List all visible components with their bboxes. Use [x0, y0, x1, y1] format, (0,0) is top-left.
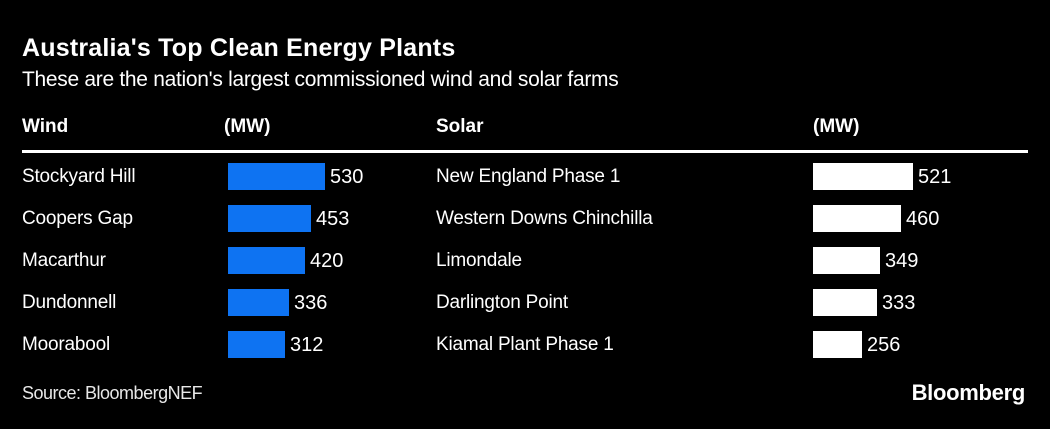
chart-row: Macarthur 420 [22, 240, 422, 282]
header-divider-line [22, 150, 1028, 153]
bloomberg-logo: Bloomberg [911, 380, 1026, 405]
solar-bar [813, 205, 901, 232]
solar-bar [813, 331, 862, 358]
solar-bar [813, 163, 913, 190]
column-header-solar-unit: (MW) [813, 116, 860, 137]
column-header-solar: Solar [436, 116, 484, 137]
bar-value: 349 [885, 250, 919, 272]
plant-name: Stockyard Hill [22, 166, 136, 187]
wind-bar [228, 163, 325, 190]
chart-row: Moorabool 312 [22, 324, 422, 366]
chart-row: Western Downs Chinchilla 460 [436, 198, 1036, 240]
bar-value: 256 [867, 334, 901, 356]
plant-name: Kiamal Plant Phase 1 [436, 334, 614, 355]
plant-name: Limondale [436, 250, 522, 271]
chart-row: Stockyard Hill 530 [22, 156, 422, 198]
bar-value: 530 [330, 166, 364, 188]
column-header-wind: Wind [22, 116, 69, 137]
solar-bar [813, 289, 877, 316]
plant-name: New England Phase 1 [436, 166, 621, 187]
solar-bar [813, 247, 880, 274]
plant-name: Darlington Point [436, 292, 568, 313]
chart-row: New England Phase 1 521 [436, 156, 1036, 198]
column-header-wind-unit: (MW) [224, 116, 271, 137]
plant-name: Coopers Gap [22, 208, 133, 229]
chart-title: Australia's Top Clean Energy Plants [22, 34, 456, 62]
chart-row: Kiamal Plant Phase 1 256 [436, 324, 1036, 366]
plant-name: Moorabool [22, 334, 110, 355]
bar-value: 312 [290, 334, 324, 356]
source-label: Source: BloombergNEF [22, 383, 203, 403]
plant-name: Macarthur [22, 250, 106, 271]
bar-value: 333 [882, 292, 916, 314]
chart-subtitle: These are the nation's largest commissio… [22, 68, 619, 91]
bar-value: 420 [310, 250, 344, 272]
solar-bar-column: New England Phase 1 521 Western Downs Chin… [436, 156, 1036, 366]
chart-row: Coopers Gap 453 [22, 198, 422, 240]
bar-value: 460 [906, 208, 940, 230]
chart-row: Dundonnell 336 [22, 282, 422, 324]
bar-value: 336 [294, 292, 328, 314]
chart-row: Darlington Point 333 [436, 282, 1036, 324]
wind-bar [228, 289, 289, 316]
bar-value: 453 [316, 208, 350, 230]
chart-row: Limondale 349 [436, 240, 1036, 282]
wind-bar-column: Stockyard Hill 530 Coopers Gap 453 Macarthur… [22, 156, 422, 366]
plant-name: Dundonnell [22, 292, 117, 313]
wind-bar [228, 331, 285, 358]
wind-bar [228, 247, 305, 274]
plant-name: Western Downs Chinchilla [436, 208, 653, 229]
bar-value: 521 [918, 166, 952, 188]
wind-bar [228, 205, 311, 232]
